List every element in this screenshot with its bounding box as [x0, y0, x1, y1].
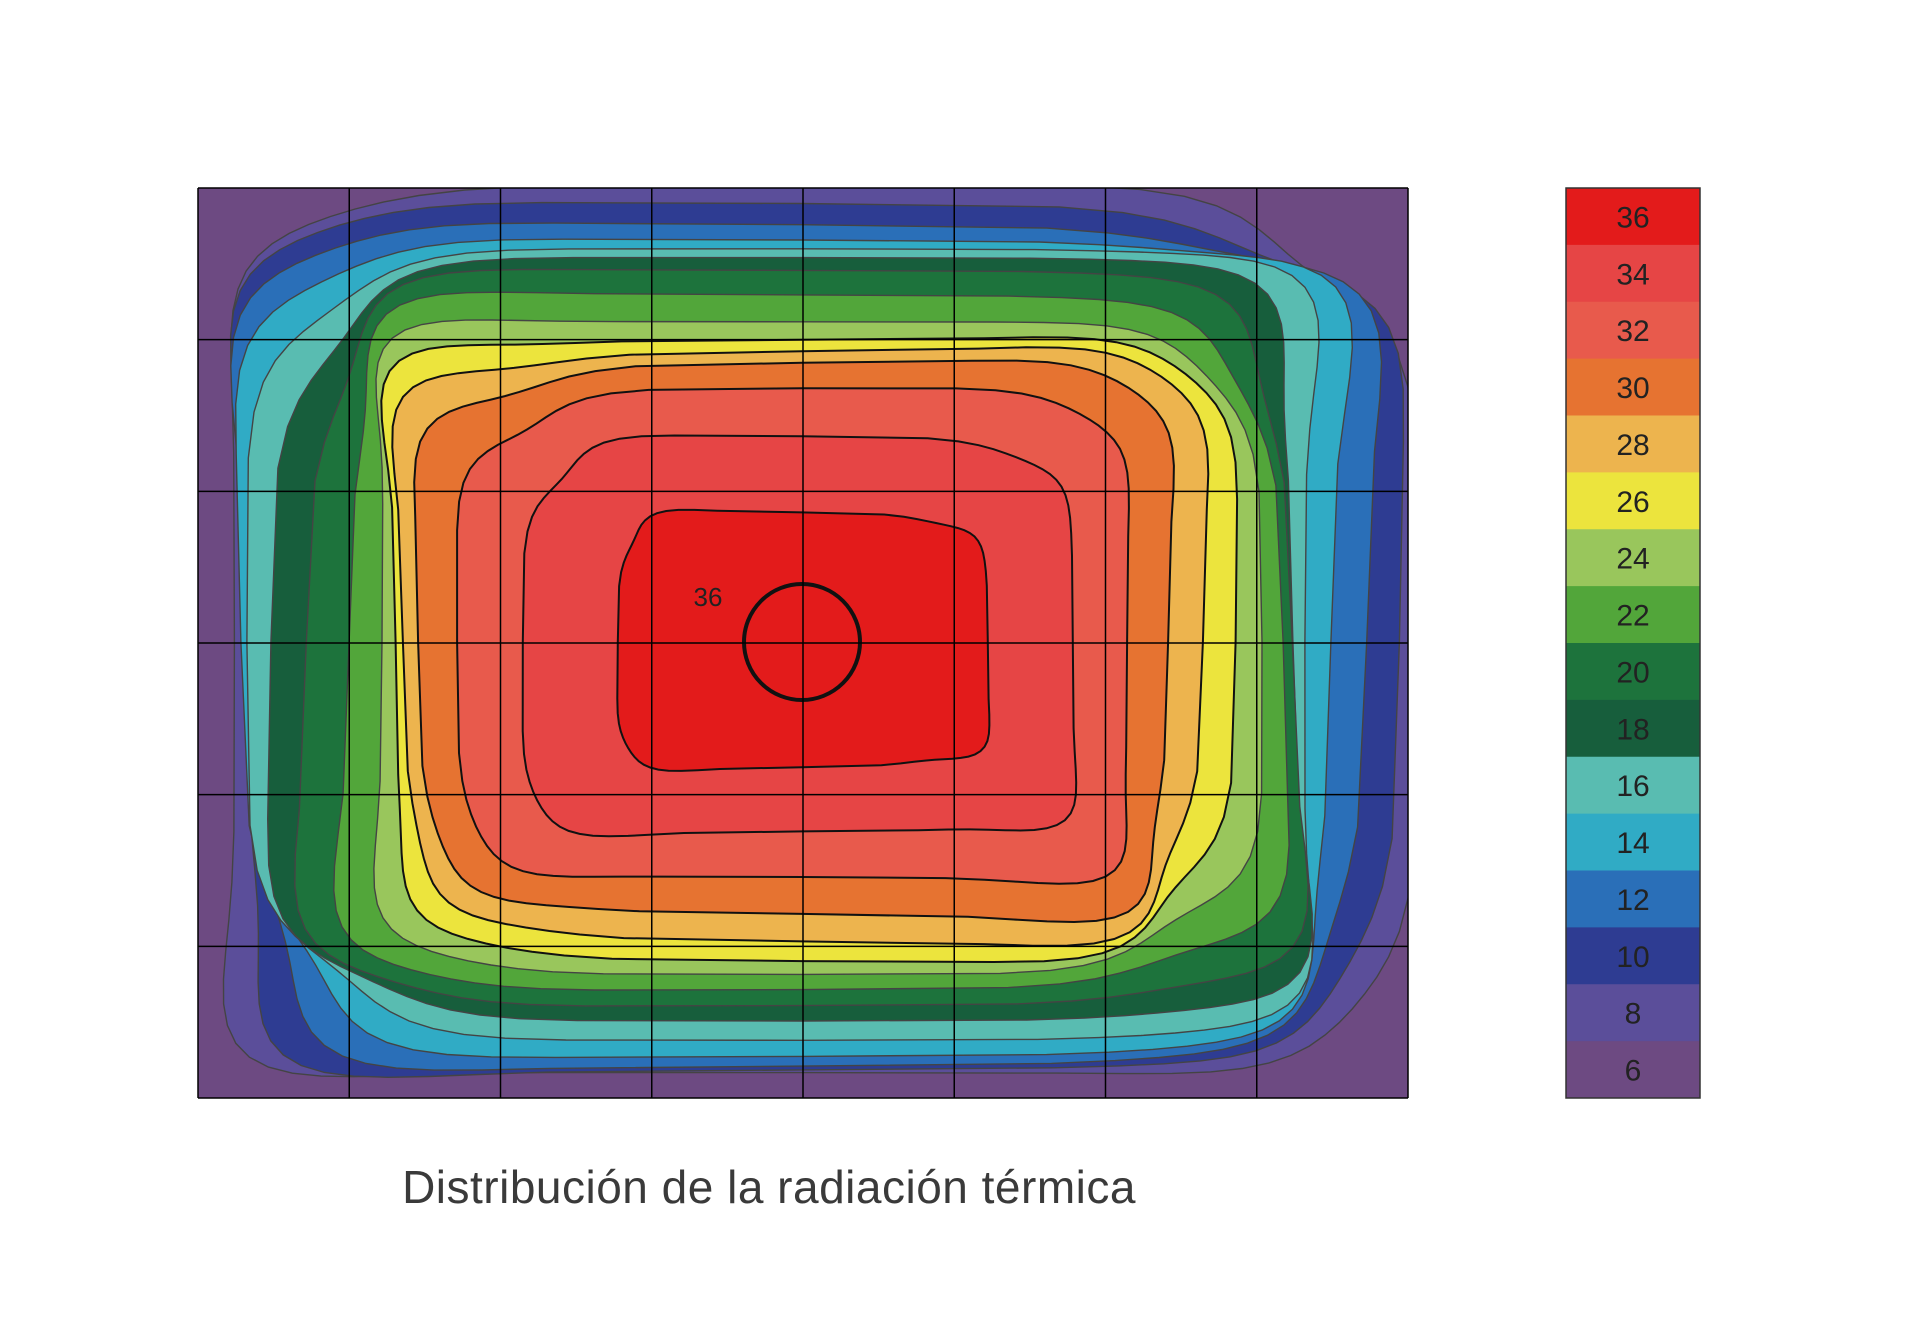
legend-swatch-18	[1566, 699, 1700, 758]
legend-border	[1565, 187, 1701, 1099]
legend-label-12: 12	[1616, 884, 1649, 917]
legend-label-20: 20	[1616, 656, 1649, 689]
legend-label-24: 24	[1616, 543, 1649, 576]
legend-swatch-24	[1566, 529, 1700, 587]
legend-swatch-16	[1566, 756, 1700, 815]
center-marker	[742, 582, 862, 702]
legend-label-14: 14	[1616, 827, 1649, 860]
legend-swatch-6	[1566, 1041, 1700, 1099]
legend-swatch-30	[1566, 358, 1700, 416]
legend-swatch-36	[1566, 188, 1700, 246]
legend-swatch-32	[1566, 301, 1700, 360]
legend-label-32: 32	[1616, 315, 1649, 348]
legend-swatch-10	[1566, 927, 1700, 985]
legend-swatch-20	[1566, 643, 1700, 701]
legend-swatch-26	[1566, 472, 1700, 530]
legend-swatch-34	[1566, 244, 1700, 303]
legend-label-28: 28	[1616, 429, 1649, 462]
legend-label-18: 18	[1616, 713, 1649, 746]
color-legend: 36 34 32 30 28 26 24 22 20 18 16 14 12 10 8 6	[1565, 187, 1701, 1099]
chart-title: Distribución de la radiación térmica	[402, 1161, 1136, 1213]
legend-label-8: 8	[1625, 998, 1642, 1031]
peak-label: 36	[694, 582, 723, 612]
legend-swatch-28	[1566, 415, 1700, 473]
legend-label-30: 30	[1616, 372, 1649, 405]
legend-label-22: 22	[1616, 600, 1649, 633]
legend-label-36: 36	[1616, 201, 1649, 234]
legend-label-10: 10	[1616, 941, 1649, 974]
legend-label-16: 16	[1616, 770, 1649, 803]
legend-label-26: 26	[1616, 486, 1649, 519]
legend-label-6: 6	[1625, 1055, 1642, 1088]
legend-label-34: 34	[1616, 258, 1649, 291]
legend-swatch-14	[1566, 813, 1700, 871]
legend-swatch-22	[1566, 586, 1700, 644]
grid-lines	[197, 187, 1409, 1099]
legend-swatch-8	[1566, 984, 1700, 1042]
plot-area	[198, 188, 1408, 1098]
legend-swatch-12	[1566, 870, 1700, 928]
